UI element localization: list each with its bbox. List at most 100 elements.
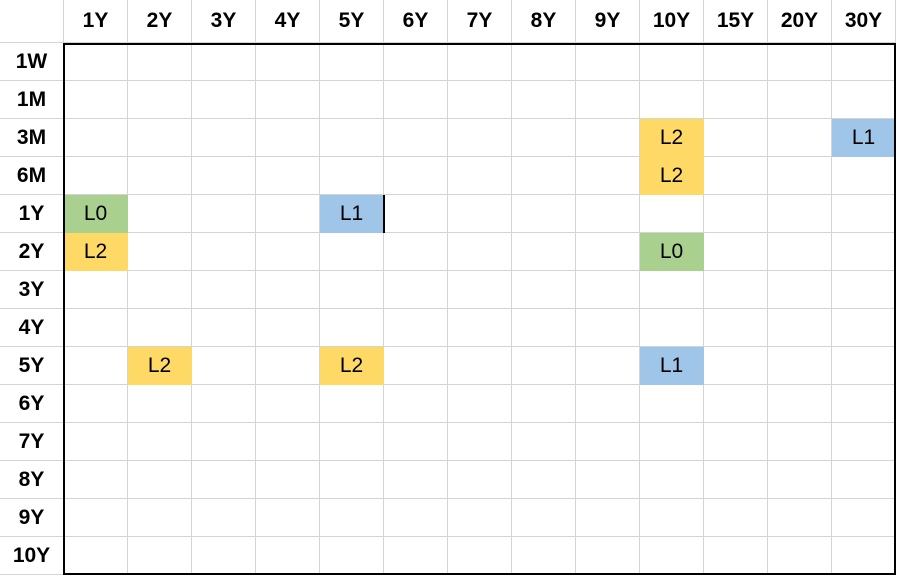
grid-cell[interactable] xyxy=(128,157,192,195)
grid-cell[interactable] xyxy=(192,43,256,81)
grid-cell[interactable] xyxy=(128,423,192,461)
grid-cell[interactable] xyxy=(768,81,832,119)
grid-cell[interactable] xyxy=(448,347,512,385)
level-cell-l2[interactable]: L2 xyxy=(64,233,128,271)
column-header-20Y[interactable]: 20Y xyxy=(768,0,832,43)
grid-cell[interactable] xyxy=(576,423,640,461)
grid-cell[interactable] xyxy=(256,347,320,385)
grid-cell[interactable] xyxy=(256,385,320,423)
grid-cell[interactable] xyxy=(576,499,640,537)
grid-cell[interactable] xyxy=(192,271,256,309)
grid-cell[interactable] xyxy=(128,499,192,537)
grid-cell[interactable] xyxy=(320,43,384,81)
grid-cell[interactable] xyxy=(768,309,832,347)
column-header-15Y[interactable]: 15Y xyxy=(704,0,768,43)
grid-cell[interactable] xyxy=(704,499,768,537)
grid-cell[interactable] xyxy=(256,233,320,271)
grid-cell[interactable] xyxy=(320,233,384,271)
grid-cell[interactable] xyxy=(832,43,896,81)
grid-cell[interactable] xyxy=(512,157,576,195)
row-header-7Y[interactable]: 7Y xyxy=(0,423,64,461)
grid-cell[interactable] xyxy=(640,423,704,461)
row-header-3Y[interactable]: 3Y xyxy=(0,271,64,309)
row-header-1W[interactable]: 1W xyxy=(0,43,64,81)
grid-cell[interactable] xyxy=(640,271,704,309)
grid-cell[interactable] xyxy=(256,81,320,119)
grid-cell[interactable] xyxy=(576,119,640,157)
grid-cell[interactable] xyxy=(704,537,768,575)
column-header-9Y[interactable]: 9Y xyxy=(576,0,640,43)
grid-cell[interactable] xyxy=(640,499,704,537)
grid-cell[interactable] xyxy=(64,499,128,537)
grid-cell[interactable] xyxy=(320,119,384,157)
column-header-5Y[interactable]: 5Y xyxy=(320,0,384,43)
row-header-1Y[interactable]: 1Y xyxy=(0,195,64,233)
grid-cell[interactable] xyxy=(128,81,192,119)
grid-cell[interactable] xyxy=(640,537,704,575)
column-header-8Y[interactable]: 8Y xyxy=(512,0,576,43)
grid-cell[interactable] xyxy=(320,499,384,537)
grid-cell[interactable] xyxy=(512,423,576,461)
grid-cell[interactable] xyxy=(704,385,768,423)
grid-cell[interactable] xyxy=(768,499,832,537)
grid-cell[interactable] xyxy=(448,195,512,233)
grid-cell[interactable] xyxy=(704,347,768,385)
grid-cell[interactable] xyxy=(512,195,576,233)
grid-cell[interactable] xyxy=(384,385,448,423)
grid-cell[interactable] xyxy=(704,309,768,347)
grid-cell[interactable] xyxy=(384,271,448,309)
grid-cell[interactable] xyxy=(832,309,896,347)
grid-cell[interactable] xyxy=(512,119,576,157)
grid-cell[interactable] xyxy=(576,195,640,233)
grid-cell[interactable] xyxy=(576,461,640,499)
grid-cell[interactable] xyxy=(448,157,512,195)
grid-cell[interactable] xyxy=(384,157,448,195)
grid-cell[interactable] xyxy=(512,461,576,499)
grid-cell[interactable] xyxy=(64,537,128,575)
column-header-10Y[interactable]: 10Y xyxy=(640,0,704,43)
column-header-7Y[interactable]: 7Y xyxy=(448,0,512,43)
grid-cell[interactable] xyxy=(384,309,448,347)
grid-cell[interactable] xyxy=(192,81,256,119)
grid-cell[interactable] xyxy=(256,271,320,309)
grid-cell[interactable] xyxy=(192,119,256,157)
grid-cell[interactable] xyxy=(64,461,128,499)
level-cell-l2[interactable]: L2 xyxy=(640,119,704,157)
row-header-8Y[interactable]: 8Y xyxy=(0,461,64,499)
grid-cell[interactable] xyxy=(192,461,256,499)
grid-cell[interactable] xyxy=(256,157,320,195)
grid-cell[interactable] xyxy=(256,423,320,461)
grid-cell[interactable] xyxy=(832,195,896,233)
grid-cell[interactable] xyxy=(832,385,896,423)
grid-cell[interactable] xyxy=(768,43,832,81)
grid-cell[interactable] xyxy=(320,309,384,347)
grid-cell[interactable] xyxy=(320,423,384,461)
grid-cell[interactable] xyxy=(256,537,320,575)
grid-cell[interactable] xyxy=(384,233,448,271)
row-header-9Y[interactable]: 9Y xyxy=(0,499,64,537)
level-cell-l2[interactable]: L2 xyxy=(640,157,704,195)
grid-cell[interactable] xyxy=(576,385,640,423)
grid-cell[interactable] xyxy=(576,537,640,575)
grid-cell[interactable] xyxy=(384,119,448,157)
row-header-1M[interactable]: 1M xyxy=(0,81,64,119)
column-header-2Y[interactable]: 2Y xyxy=(128,0,192,43)
grid-cell[interactable] xyxy=(576,81,640,119)
grid-cell[interactable] xyxy=(192,309,256,347)
grid-cell[interactable] xyxy=(768,461,832,499)
grid-cell[interactable] xyxy=(832,423,896,461)
grid-cell[interactable] xyxy=(384,499,448,537)
grid-cell[interactable] xyxy=(384,461,448,499)
grid-cell[interactable] xyxy=(192,157,256,195)
corner-cell[interactable] xyxy=(0,0,64,43)
grid-cell[interactable] xyxy=(768,347,832,385)
row-header-3M[interactable]: 3M xyxy=(0,119,64,157)
grid-cell[interactable] xyxy=(64,309,128,347)
level-cell-l1[interactable]: L1 xyxy=(320,195,384,233)
grid-cell[interactable] xyxy=(576,43,640,81)
column-header-30Y[interactable]: 30Y xyxy=(832,0,896,43)
grid-cell[interactable] xyxy=(448,119,512,157)
grid-cell[interactable] xyxy=(768,233,832,271)
grid-cell[interactable] xyxy=(256,43,320,81)
grid-cell[interactable] xyxy=(64,423,128,461)
